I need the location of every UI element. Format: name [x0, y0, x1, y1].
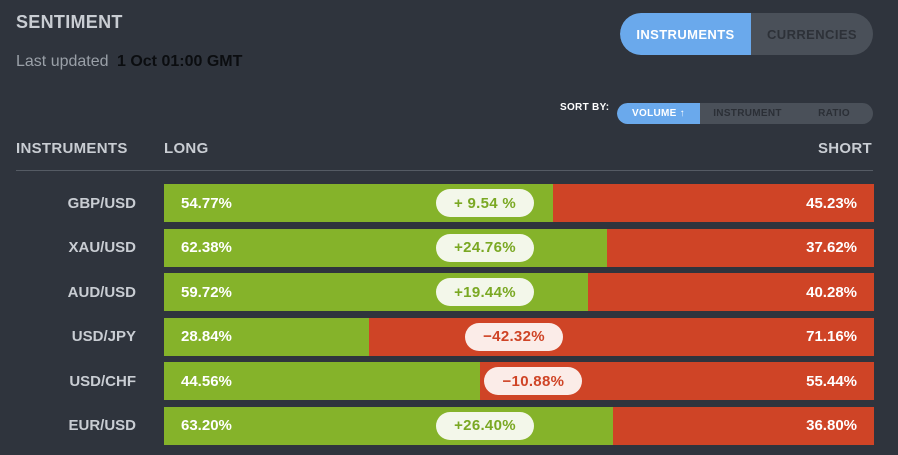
header-divider [16, 170, 873, 171]
sort-by-label: SORT BY: [560, 102, 610, 113]
sort-volume-button[interactable]: VOLUME ↑ [617, 103, 700, 124]
long-value: 59.72% [181, 283, 232, 301]
sort-instrument-button[interactable]: INSTRUMENT [713, 108, 782, 119]
table-row[interactable]: GBP/USD 54.77% 45.23% + 9.54 % [0, 184, 898, 222]
instrument-name: USD/JPY [71, 328, 136, 346]
short-value: 36.80% [806, 417, 857, 435]
column-header-instruments: INSTRUMENTS [16, 140, 128, 157]
page-title: SENTIMENT [16, 12, 123, 32]
sort-toggle: VOLUME ↑ INSTRUMENT RATIO [617, 103, 873, 124]
long-value: 54.77% [181, 194, 232, 212]
tab-instruments[interactable]: INSTRUMENTS [620, 13, 751, 55]
diff-badge: −10.88% [484, 367, 583, 396]
short-value: 45.23% [806, 194, 857, 212]
sentiment-table: GBP/USD 54.77% 45.23% + 9.54 % XAU/USD 6… [0, 184, 898, 452]
long-value: 28.84% [181, 328, 232, 346]
instrument-name: XAU/USD [68, 239, 136, 257]
column-header-short: SHORT [818, 140, 872, 157]
short-value: 37.62% [806, 239, 857, 257]
instrument-name: USD/CHF [69, 372, 136, 390]
long-fill [164, 406, 613, 445]
last-updated-time: 1 Oct 01:00 GMT [116, 53, 243, 70]
diff-badge: +26.40% [436, 411, 534, 440]
instrument-name: AUD/USD [67, 283, 136, 301]
sentiment-bar: 44.56% 55.44% −10.88% [164, 362, 874, 401]
diff-badge: +24.76% [436, 233, 534, 262]
long-fill [164, 317, 369, 356]
instrument-name: EUR/USD [68, 417, 136, 435]
sentiment-bar: 59.72% 40.28% +19.44% [164, 273, 874, 312]
long-fill [164, 362, 481, 401]
last-updated-label: Last updated [16, 53, 109, 70]
view-toggle: INSTRUMENTS CURRENCIES [620, 13, 873, 55]
table-row[interactable]: EUR/USD 63.20% 36.80% +26.40% [0, 406, 898, 445]
sentiment-bar: 54.77% 45.23% + 9.54 % [164, 184, 874, 222]
diff-badge: +19.44% [436, 278, 534, 307]
short-value: 55.44% [806, 372, 857, 390]
sort-ratio-button[interactable]: RATIO [818, 108, 850, 119]
last-updated: Last updated 1 Oct 01:00 GMT [16, 53, 242, 71]
long-value: 63.20% [181, 417, 232, 435]
diff-badge: + 9.54 % [436, 189, 534, 217]
sentiment-bar: 63.20% 36.80% +26.40% [164, 406, 874, 445]
long-value: 62.38% [181, 239, 232, 257]
tab-currencies[interactable]: CURRENCIES [767, 26, 857, 42]
sentiment-bar: 28.84% 71.16% −42.32% [164, 317, 874, 356]
short-value: 71.16% [806, 328, 857, 346]
short-value: 40.28% [806, 283, 857, 301]
column-header-long: LONG [164, 140, 209, 157]
table-row[interactable]: AUD/USD 59.72% 40.28% +19.44% [0, 273, 898, 312]
table-row[interactable]: USD/CHF 44.56% 55.44% −10.88% [0, 362, 898, 401]
table-row[interactable]: XAU/USD 62.38% 37.62% +24.76% [0, 228, 898, 267]
long-value: 44.56% [181, 372, 232, 390]
instrument-name: GBP/USD [67, 194, 136, 212]
diff-badge: −42.32% [465, 322, 563, 351]
table-row[interactable]: USD/JPY 28.84% 71.16% −42.32% [0, 317, 898, 356]
sentiment-bar: 62.38% 37.62% +24.76% [164, 228, 874, 267]
